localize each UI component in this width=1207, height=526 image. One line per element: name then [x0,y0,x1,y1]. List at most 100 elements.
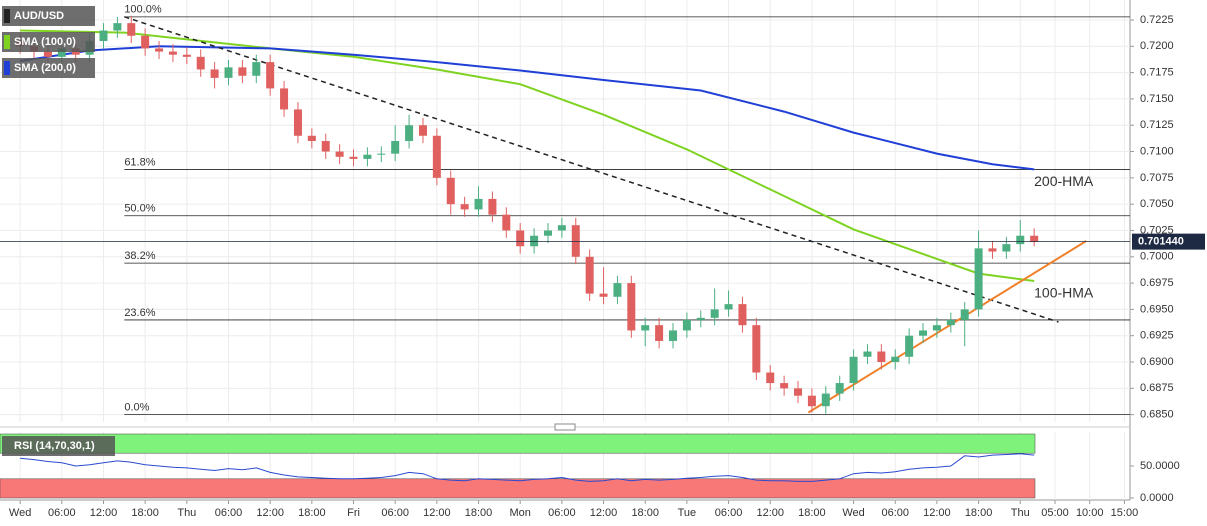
candle-body [127,23,136,36]
candle-body [849,356,858,384]
x-tick-label: 05:00 [1041,507,1069,519]
line-label: 200-HMA [1034,173,1094,189]
candle-body [418,125,427,136]
candle-body [141,35,150,49]
candle-body [696,317,705,320]
rsi-line [20,453,1035,482]
candle-body [543,230,552,236]
candle-body [974,248,983,310]
x-tick-label: 06:00 [881,507,909,519]
candle-body [321,141,330,152]
candle-body [780,383,789,389]
x-tick-label: 18:00 [631,507,659,519]
candle-body [794,388,803,396]
candle-body [377,153,386,155]
candle-body [280,88,289,110]
x-tick-label: Mon [509,507,530,519]
x-tick-label: 12:00 [590,507,618,519]
candle-body [446,177,455,205]
candle-body [807,395,816,407]
candle-body [946,319,955,326]
candle-body [57,48,66,57]
x-tick-label: Wed [9,507,31,519]
price-tag-label: 0.701440 [1138,236,1184,248]
x-tick-label: 06:00 [381,507,409,519]
x-tick-label: 12:00 [256,507,284,519]
candle-body [738,304,747,326]
candle-body [113,23,122,31]
candle-body [932,325,941,331]
candle-body [335,151,344,157]
y-tick-label: 0.7025 [1140,224,1174,236]
y-tick-label: 0.7175 [1140,67,1174,79]
candle-body [1002,244,1011,252]
x-tick-label: 18:00 [965,507,993,519]
rsi-title: RSI (14,70,30,1) [14,440,95,452]
hma-line [19,45,1035,171]
legend-swatch [4,9,10,23]
candle-body [516,230,525,247]
x-tick-label: 06:00 [215,507,243,519]
legend-label: SMA (100,0) [14,36,76,48]
legend-box [2,436,115,456]
candle-body [266,62,275,89]
candle-body [724,304,733,310]
y-tick-label: 0.7125 [1140,119,1174,131]
y-tick-label: 0.6850 [1140,409,1174,421]
candle-body [613,283,622,297]
candle-body [293,109,302,136]
x-tick-label: Tue [678,507,697,519]
candle-body [363,154,372,159]
candle-body [710,309,719,318]
candle-body [835,383,844,394]
fib-label: 23.6% [124,307,155,319]
y-tick-label: 50.0000 [1140,460,1180,472]
candle-body [238,67,247,76]
candle-body [99,30,108,42]
candle-body [585,256,594,294]
legend-label: AUD/USD [14,10,64,22]
candle-body [905,335,914,357]
x-tick-label: 18:00 [465,507,493,519]
legend-box [2,58,95,78]
fib-label: 50.0% [124,203,155,215]
panel-handle[interactable] [554,423,576,431]
x-tick-label: 12:00 [90,507,118,519]
candle-body [877,351,886,363]
candle-body [224,67,233,78]
y-tick-label: 0.7200 [1140,40,1174,52]
x-tick-label: Thu [1011,507,1030,519]
candle-body [571,225,580,257]
x-tick-label: Wed [842,507,864,519]
candle-body [919,330,928,336]
y-tick-label: 0.7225 [1140,14,1174,26]
fib-label: 0.0% [124,402,149,414]
candle-body [641,325,650,331]
y-tick-label: 0.7150 [1140,93,1174,105]
legend-swatch [4,35,10,49]
trendline [124,16,1059,323]
x-tick-label: 12:00 [923,507,951,519]
x-tick-label: 06:00 [48,507,76,519]
candle-body [988,248,997,252]
candle-body [182,54,191,57]
y-tick-label: 0.6875 [1140,382,1174,394]
legend-label: SMA (200,0) [14,62,76,74]
candle-body [252,62,261,76]
x-tick-label: 10:00 [1076,507,1104,519]
candle-body [1030,235,1039,243]
candle-body [391,141,400,154]
y-tick-label: 0.7075 [1140,172,1174,184]
candle-body [668,330,677,341]
x-tick-label: 18:00 [798,507,826,519]
legend-box [2,32,95,52]
x-tick-label: 06:00 [715,507,743,519]
candle-body [682,319,691,331]
x-tick-label: Thu [177,507,196,519]
candle-body [168,51,177,55]
oversold-band [0,478,1036,499]
y-tick-label: 0.6925 [1140,330,1174,342]
y-tick-label: 0.6975 [1140,277,1174,289]
x-tick-label: 18:00 [298,507,326,519]
line-label: 100-HMA [1034,285,1094,301]
